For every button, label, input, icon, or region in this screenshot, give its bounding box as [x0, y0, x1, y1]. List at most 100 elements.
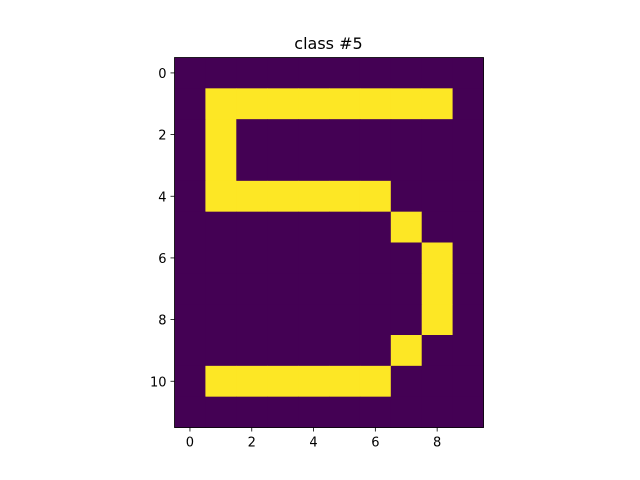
x-tick-label: 6 — [371, 436, 379, 451]
heatmap-cell — [298, 304, 330, 336]
heatmap-cell — [329, 273, 361, 305]
heatmap-cell — [205, 119, 237, 151]
heatmap-cell — [359, 242, 392, 274]
heatmap-cell — [267, 57, 299, 89]
heatmap-cell — [329, 211, 361, 243]
heatmap-cell — [329, 365, 361, 398]
heatmap-cell — [390, 273, 423, 305]
axes-frame — [174, 57, 484, 428]
heatmap-cell — [205, 180, 237, 213]
heatmap-cell — [359, 57, 392, 89]
heatmap-cells — [174, 57, 484, 428]
heatmap-cell — [174, 365, 206, 398]
heatmap-cell — [421, 211, 453, 243]
heatmap-cell — [452, 88, 484, 120]
heatmap-cell — [329, 242, 361, 274]
heatmap-cell — [359, 150, 392, 182]
heatmap-cell — [236, 119, 268, 151]
heatmap-cell — [267, 211, 299, 243]
heatmap-cell — [267, 365, 299, 398]
heatmap-cell — [236, 150, 268, 182]
heatmap-cell — [359, 119, 392, 151]
heatmap-cell — [390, 180, 423, 213]
heatmap-cell — [452, 119, 484, 151]
heatmap-cell — [390, 304, 423, 336]
heatmap-cell — [205, 335, 237, 367]
heatmap-cell — [329, 180, 361, 213]
heatmap-cell — [329, 304, 361, 336]
heatmap-cell — [421, 88, 453, 120]
heatmap-cell — [421, 273, 453, 305]
heatmap-cell — [421, 119, 453, 151]
heatmap-cell — [452, 211, 484, 243]
heatmap-cell — [390, 88, 423, 120]
heatmap-cell — [421, 150, 453, 182]
heatmap-cell — [390, 119, 423, 151]
heatmap-cell — [298, 211, 330, 243]
heatmap-cell — [298, 150, 330, 182]
heatmap-cell — [390, 211, 423, 243]
heatmap-cell — [452, 273, 484, 305]
heatmap-cell — [205, 57, 237, 89]
heatmap-cell — [298, 88, 330, 120]
heatmap-cell — [452, 150, 484, 182]
y-axis: 0 2 4 6 8 10 — [150, 67, 175, 390]
chart-title: class #5 — [294, 34, 362, 53]
heatmap-cell — [359, 211, 392, 243]
heatmap-cell — [267, 304, 299, 336]
heatmap-cell — [267, 396, 299, 428]
heatmap-cell — [298, 180, 330, 213]
heatmap-cell — [236, 273, 268, 305]
x-axis: 0 2 4 6 8 — [186, 427, 441, 451]
heatmap-cell — [174, 273, 206, 305]
heatmap-cell — [359, 396, 392, 428]
heatmap-cell — [390, 57, 423, 89]
heatmap-cell — [359, 335, 392, 367]
x-tick-label: 8 — [433, 436, 441, 451]
heatmap-cell — [267, 88, 299, 120]
heatmap-cell — [298, 119, 330, 151]
heatmap-cell — [267, 273, 299, 305]
heatmap-cell — [236, 57, 268, 89]
heatmap-cell — [298, 396, 330, 428]
heatmap-cell — [174, 150, 206, 182]
heatmap-cell — [359, 365, 392, 398]
heatmap-cell — [174, 396, 206, 428]
heatmap-cell — [236, 396, 268, 428]
heatmap-cell — [267, 180, 299, 213]
heatmap-cell — [359, 180, 392, 213]
heatmap-cell — [298, 242, 330, 274]
x-tick-label: 4 — [309, 436, 317, 451]
heatmap-cell — [205, 88, 237, 120]
heatmap-cell — [205, 211, 237, 243]
heatmap-cell — [205, 396, 237, 428]
heatmap-cell — [236, 180, 268, 213]
heatmap-cell — [267, 119, 299, 151]
heatmap-cell — [298, 335, 330, 367]
heatmap-cell — [267, 242, 299, 274]
heatmap-cell — [329, 57, 361, 89]
heatmap-cell — [174, 211, 206, 243]
heatmap-cell — [390, 150, 423, 182]
heatmap-cell — [174, 57, 206, 89]
heatmap-cell — [174, 242, 206, 274]
heatmap-cell — [359, 304, 392, 336]
heatmap-cell — [205, 365, 237, 398]
heatmap-cell — [298, 365, 330, 398]
heatmap-cell — [452, 304, 484, 336]
heatmap-cell — [329, 88, 361, 120]
y-tick-label: 8 — [158, 314, 166, 329]
heatmap-cell — [205, 304, 237, 336]
heatmap-cell — [174, 88, 206, 120]
heatmap-cell — [329, 335, 361, 367]
heatmap-cell — [390, 396, 423, 428]
heatmap-cell — [236, 335, 268, 367]
heatmap-cell — [174, 304, 206, 336]
x-tick-label: 0 — [186, 436, 194, 451]
heatmap-cell — [359, 273, 392, 305]
heatmap-cell — [452, 335, 484, 367]
heatmap-cell — [205, 273, 237, 305]
heatmap-cell — [236, 211, 268, 243]
heatmap-cell — [298, 273, 330, 305]
heatmap-cell — [452, 365, 484, 398]
